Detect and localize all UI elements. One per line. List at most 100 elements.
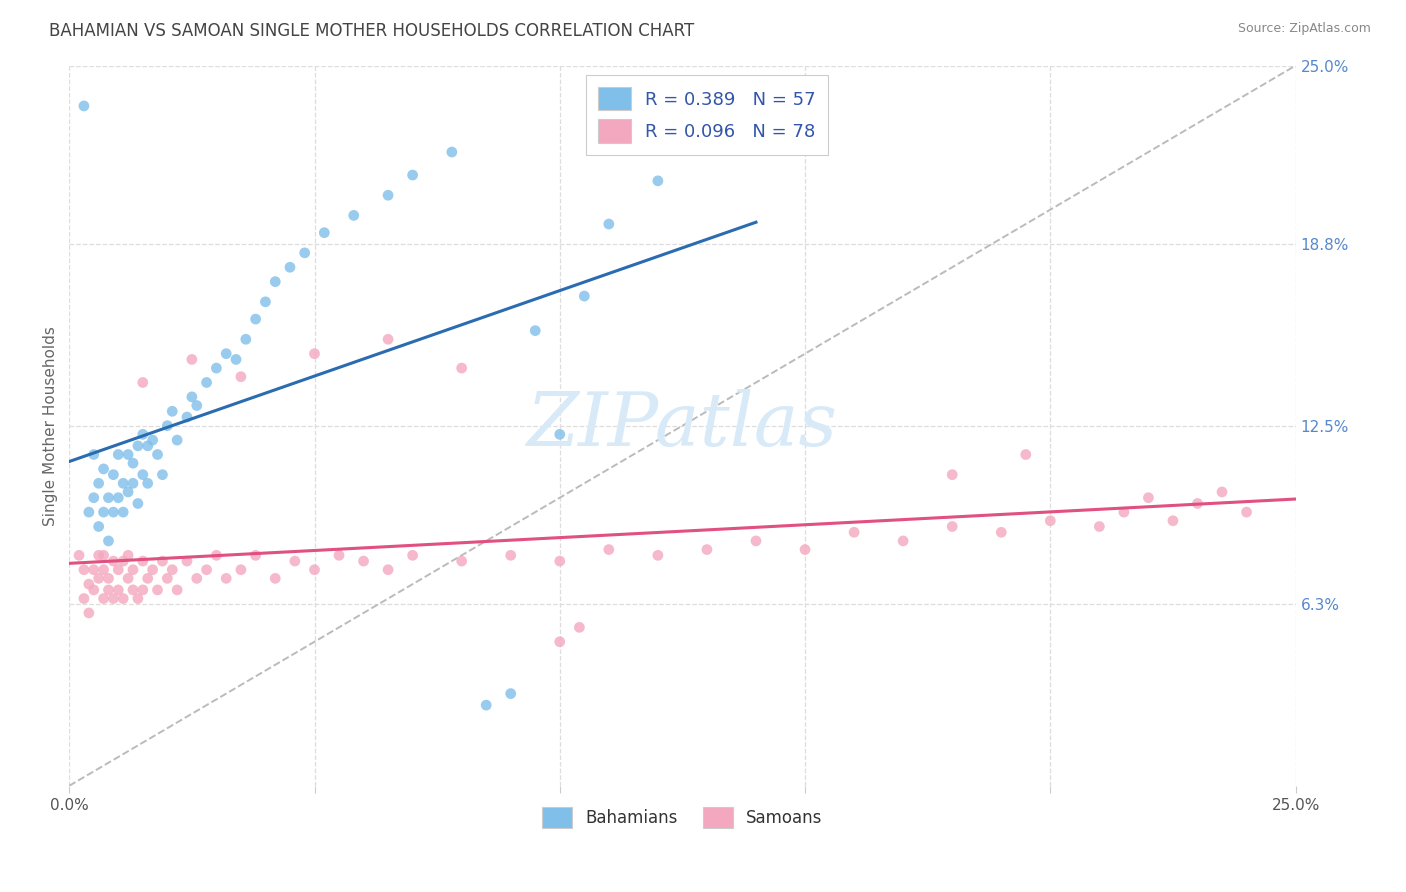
Point — [176, 554, 198, 568]
Point — [377, 188, 399, 202]
Point — [103, 505, 125, 519]
Point — [215, 571, 238, 585]
Point — [598, 542, 620, 557]
Point — [83, 563, 105, 577]
Point — [180, 352, 202, 367]
Point — [97, 571, 120, 585]
Text: ZIPatlas: ZIPatlas — [527, 390, 838, 462]
Point — [83, 491, 105, 505]
Point — [205, 549, 228, 563]
Point — [401, 168, 423, 182]
Point — [353, 554, 375, 568]
Point — [73, 99, 96, 113]
Point — [343, 208, 366, 222]
Point — [117, 485, 139, 500]
Point — [107, 491, 129, 505]
Point — [112, 591, 135, 606]
Point — [136, 571, 159, 585]
Point — [166, 433, 188, 447]
Point — [574, 289, 596, 303]
Point — [136, 476, 159, 491]
Point — [67, 549, 90, 563]
Text: BAHAMIAN VS SAMOAN SINGLE MOTHER HOUSEHOLDS CORRELATION CHART: BAHAMIAN VS SAMOAN SINGLE MOTHER HOUSEHO… — [49, 22, 695, 40]
Point — [1039, 514, 1062, 528]
Point — [245, 312, 267, 326]
Point — [156, 571, 179, 585]
Point — [112, 476, 135, 491]
Point — [205, 361, 228, 376]
Point — [132, 582, 155, 597]
Point — [568, 620, 591, 634]
Point — [87, 549, 110, 563]
Point — [450, 554, 472, 568]
Point — [401, 549, 423, 563]
Point — [328, 549, 350, 563]
Point — [152, 467, 174, 482]
Point — [93, 563, 115, 577]
Point — [73, 563, 96, 577]
Point — [304, 346, 326, 360]
Point — [122, 456, 145, 470]
Point — [83, 582, 105, 597]
Point — [97, 533, 120, 548]
Point — [377, 332, 399, 346]
Point — [186, 571, 208, 585]
Point — [93, 462, 115, 476]
Point — [891, 533, 914, 548]
Point — [548, 427, 571, 442]
Point — [162, 563, 184, 577]
Point — [176, 410, 198, 425]
Point — [314, 226, 336, 240]
Point — [647, 549, 669, 563]
Point — [941, 519, 963, 533]
Point — [245, 549, 267, 563]
Point — [77, 606, 100, 620]
Point — [186, 399, 208, 413]
Point — [146, 448, 169, 462]
Point — [142, 433, 165, 447]
Point — [195, 563, 218, 577]
Point — [499, 549, 522, 563]
Point — [87, 571, 110, 585]
Point — [1187, 496, 1209, 510]
Point — [112, 505, 135, 519]
Point — [122, 476, 145, 491]
Point — [278, 260, 301, 275]
Point — [1161, 514, 1184, 528]
Point — [122, 582, 145, 597]
Point — [294, 245, 316, 260]
Point — [146, 582, 169, 597]
Point — [107, 563, 129, 577]
Point — [93, 591, 115, 606]
Point — [162, 404, 184, 418]
Point — [103, 554, 125, 568]
Point — [132, 376, 155, 390]
Point — [524, 324, 547, 338]
Point — [127, 591, 149, 606]
Point — [166, 582, 188, 597]
Point — [264, 571, 287, 585]
Point — [93, 549, 115, 563]
Point — [77, 577, 100, 591]
Point — [1015, 448, 1038, 462]
Point — [132, 467, 155, 482]
Point — [132, 554, 155, 568]
Point — [440, 145, 463, 159]
Point — [304, 563, 326, 577]
Point — [794, 542, 817, 557]
Point — [1137, 491, 1160, 505]
Point — [107, 582, 129, 597]
Point — [83, 448, 105, 462]
Point — [229, 369, 252, 384]
Point — [229, 563, 252, 577]
Text: Source: ZipAtlas.com: Source: ZipAtlas.com — [1237, 22, 1371, 36]
Point — [1211, 485, 1233, 500]
Point — [136, 439, 159, 453]
Point — [745, 533, 768, 548]
Point — [842, 525, 865, 540]
Point — [152, 554, 174, 568]
Point — [127, 496, 149, 510]
Legend: Bahamians, Samoans: Bahamians, Samoans — [536, 800, 830, 835]
Point — [215, 346, 238, 360]
Point — [142, 563, 165, 577]
